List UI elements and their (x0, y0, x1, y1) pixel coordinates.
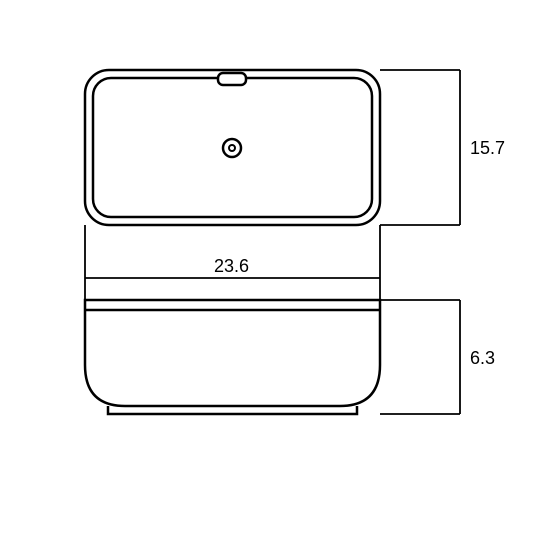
drawing-svg (0, 0, 550, 550)
top-view (85, 70, 380, 225)
width-label: 23.6 (214, 256, 249, 277)
side-view (85, 300, 380, 414)
dimension-depth (380, 70, 460, 225)
technical-drawing: 15.7 23.6 6.3 (0, 0, 550, 550)
depth-label: 15.7 (470, 138, 505, 159)
height-label: 6.3 (470, 348, 495, 369)
dimension-height (380, 300, 460, 414)
